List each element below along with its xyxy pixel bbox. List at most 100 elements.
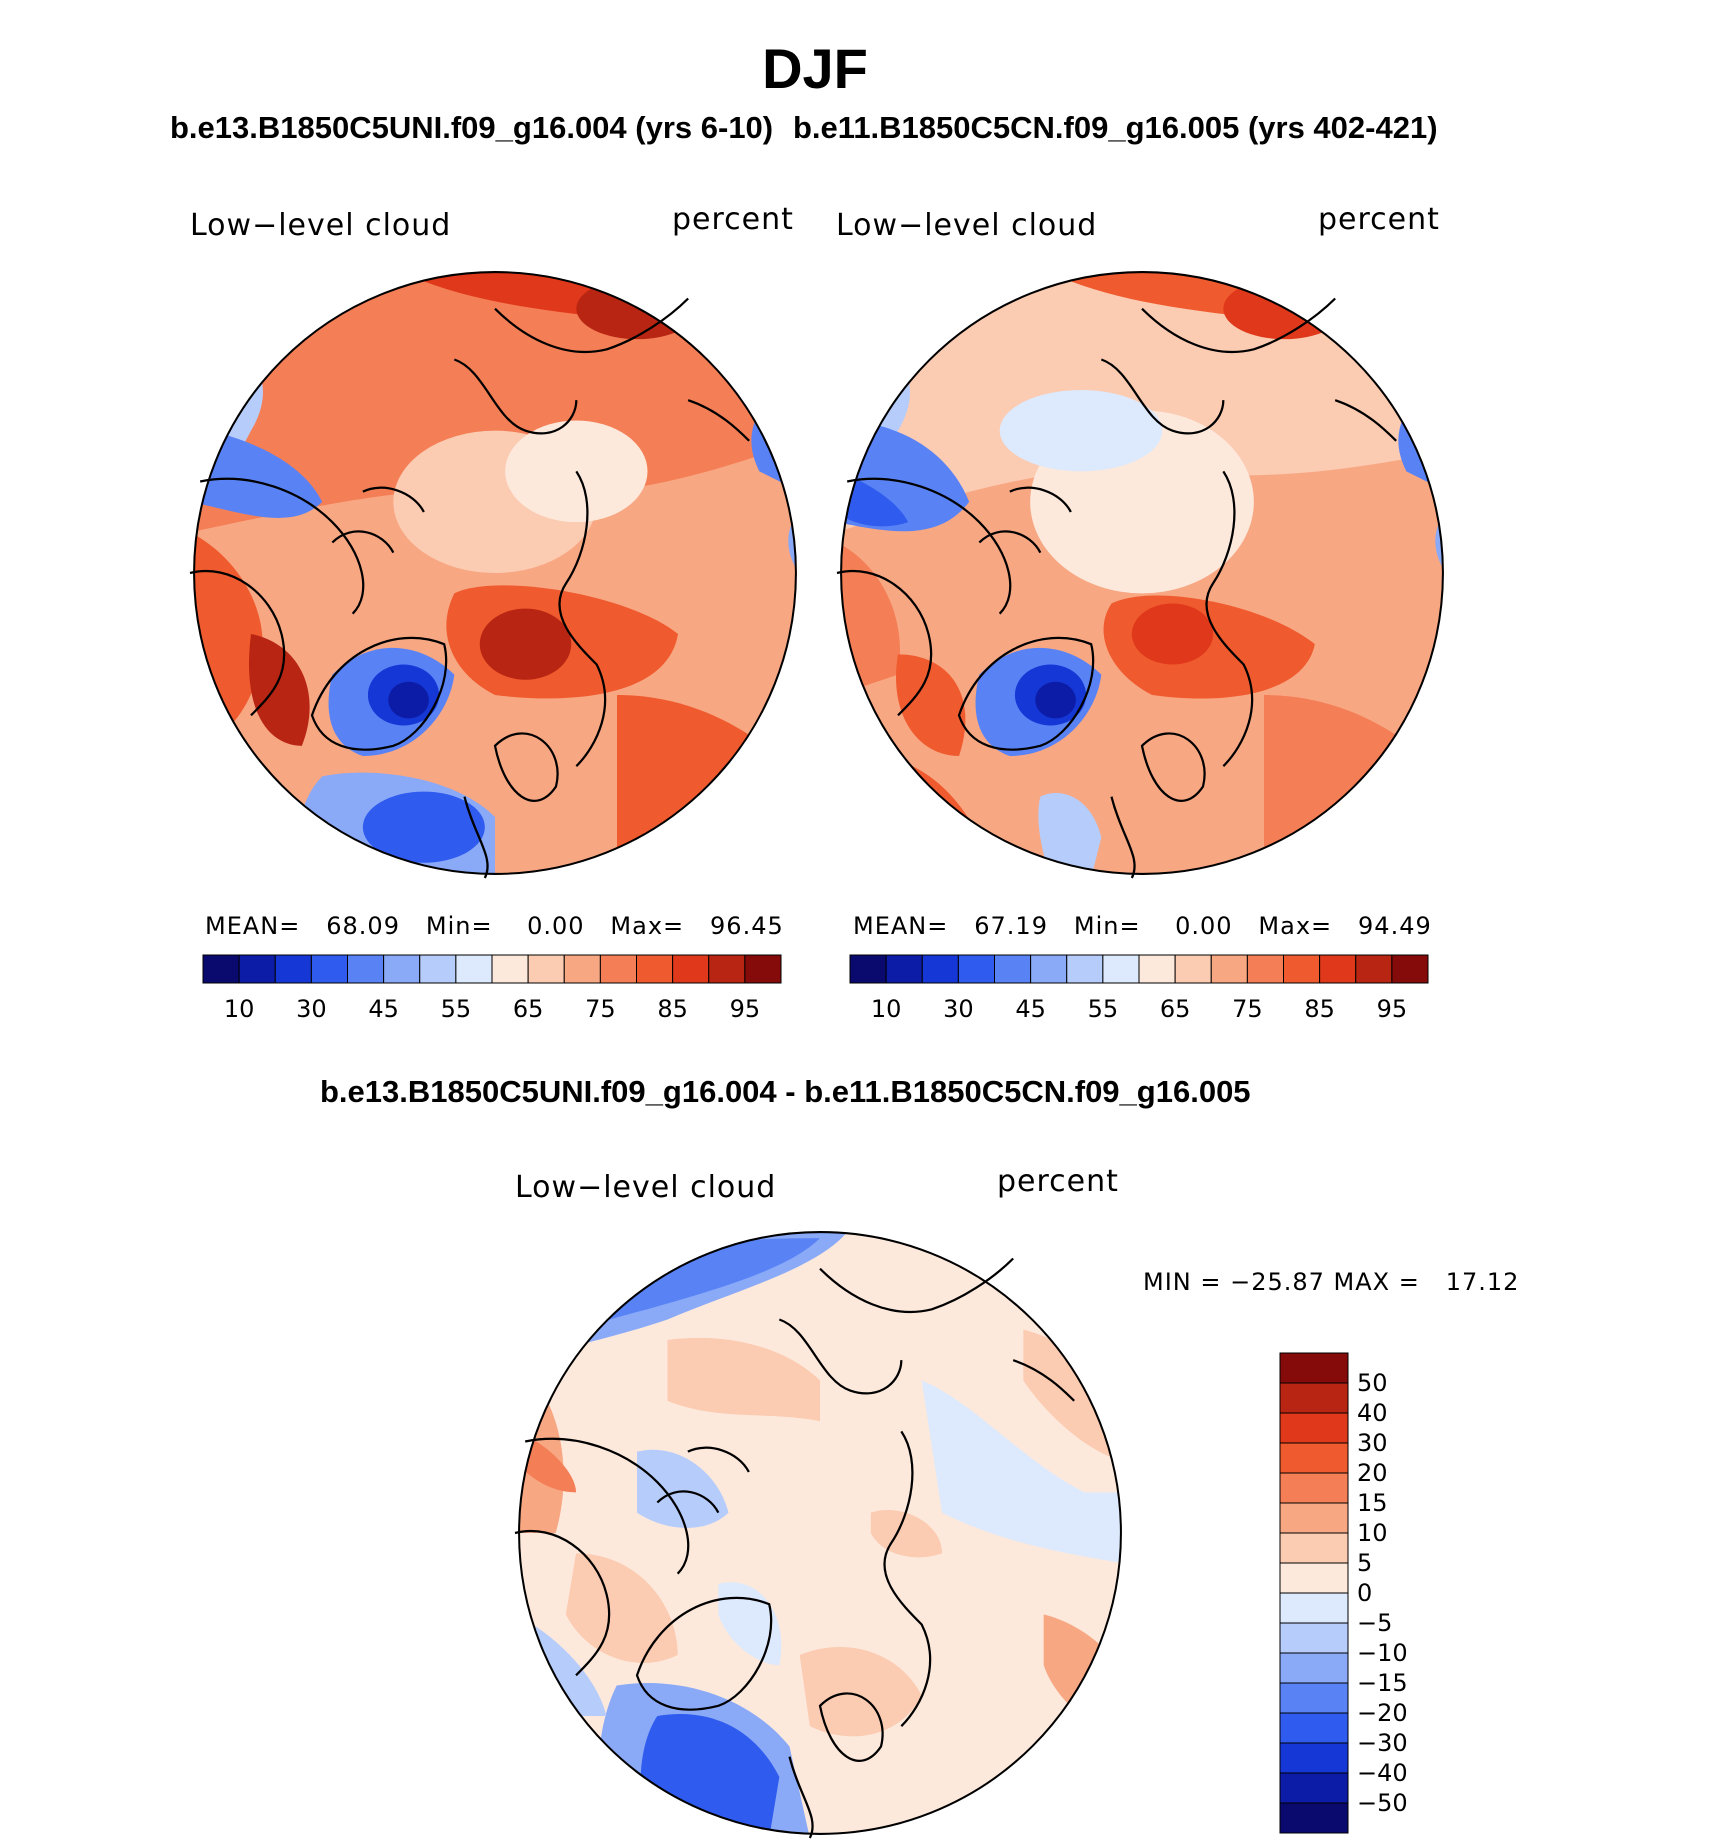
panel-2-polar-map bbox=[836, 271, 1444, 879]
panel-2-colorbar-box bbox=[885, 954, 923, 984]
panel-1-colorbar-box bbox=[599, 954, 637, 984]
diff-colorbar-box bbox=[1279, 1772, 1349, 1804]
diff-colorbar-tick-label: −20 bbox=[1357, 1699, 1408, 1727]
diff-colorbar-tick-label: 30 bbox=[1357, 1429, 1388, 1457]
panel-1-colorbar-box bbox=[636, 954, 674, 984]
panel-2-colorbar-box bbox=[994, 954, 1032, 984]
figure-title: DJF bbox=[762, 37, 868, 100]
panel-1-colorbar-svg bbox=[202, 954, 782, 984]
panel-1-min-label: Min= bbox=[425, 912, 493, 940]
panel-2-colorbar-tick-label: 65 bbox=[1159, 995, 1191, 1023]
panel-1-stats: MEAN= 68.09 Min= 0.00 Max= 96.45 bbox=[205, 912, 784, 940]
diff-colorbar-box bbox=[1279, 1352, 1349, 1384]
panel-1-max-label: Max= bbox=[610, 912, 685, 940]
panel-1-colorbar-box bbox=[238, 954, 276, 984]
diff-colorbar-tick-label: −50 bbox=[1357, 1789, 1408, 1817]
panel-2-colorbar-tick-label: 10 bbox=[870, 995, 902, 1023]
panel-2-colorbar-box bbox=[1174, 954, 1212, 984]
panel-1-colorbar-box bbox=[563, 954, 601, 984]
panel-2-colorbar-box bbox=[1355, 954, 1393, 984]
panel-1-polar-map bbox=[189, 271, 797, 879]
panel-1-max-value: 96.45 bbox=[710, 912, 784, 940]
diff-colorbar-tick-label: 15 bbox=[1357, 1489, 1388, 1517]
diff-colorbar-box bbox=[1279, 1592, 1349, 1624]
diff-colorbar-box bbox=[1279, 1682, 1349, 1714]
panel-2-colorbar-tick-label: 85 bbox=[1304, 995, 1335, 1023]
panel-2-colorbar-box bbox=[1391, 954, 1429, 984]
panel-1-colorbar-tick-label: 30 bbox=[296, 995, 327, 1023]
panel-1-colorbar-box bbox=[527, 954, 565, 984]
panel-1-colorbar-box bbox=[347, 954, 385, 984]
panel-2-variable-label: Low−level cloud bbox=[836, 208, 1098, 243]
diff-colorbar-box bbox=[1279, 1712, 1349, 1744]
panel-1-colorbar-ticks: 10 30 45 55 65 75 85 95 bbox=[203, 995, 781, 1025]
panel-1-colorbar-box bbox=[419, 954, 457, 984]
panel-2-colorbar-box bbox=[1102, 954, 1140, 984]
panel-1-colorbar bbox=[202, 954, 782, 984]
diff-polar-map bbox=[514, 1231, 1122, 1839]
panel-1-mean-value: 68.09 bbox=[326, 912, 400, 940]
panel-2-colorbar-box bbox=[957, 954, 995, 984]
panel-2-colorbar-tick-label: 95 bbox=[1376, 995, 1408, 1023]
panel-2-colorbar-tick-label: 55 bbox=[1087, 995, 1119, 1023]
diff-colorbar-tick-label: −15 bbox=[1357, 1669, 1408, 1697]
diff-colorbar-box bbox=[1279, 1382, 1349, 1414]
panel-1-colorbar-box bbox=[491, 954, 529, 984]
diff-colorbar-box bbox=[1279, 1622, 1349, 1654]
panel-1-colorbar-tick-label: 65 bbox=[512, 995, 544, 1023]
diff-colorbar-tick-label: −30 bbox=[1357, 1729, 1408, 1757]
panel-2-colorbar-box bbox=[921, 954, 959, 984]
panel-2-units-label: percent bbox=[1318, 202, 1440, 237]
panel-1-colorbar-box bbox=[672, 954, 710, 984]
panel-2-colorbar-box bbox=[849, 954, 887, 984]
panel-2-max-value: 94.49 bbox=[1358, 912, 1432, 940]
diff-colorbar-tick-label: 50 bbox=[1357, 1369, 1388, 1397]
panel-2-case-title: b.e11.B1850C5CN.f09_g16.005 (yrs 402-421… bbox=[793, 110, 1438, 145]
panel-1-colorbar-box bbox=[202, 954, 240, 984]
diff-colorbar-tick-label: 0 bbox=[1357, 1579, 1373, 1607]
panel-1-mean-label: MEAN= bbox=[205, 912, 301, 940]
panel-1-units-label: percent bbox=[672, 202, 794, 237]
panel-1-variable-label: Low−level cloud bbox=[190, 208, 452, 243]
diff-colorbar-box bbox=[1279, 1562, 1349, 1594]
panel-2-mean-value: 67.19 bbox=[974, 912, 1048, 940]
diff-colorbar-box bbox=[1279, 1472, 1349, 1504]
diff-colorbar-svg bbox=[1279, 1352, 1349, 1834]
diff-colorbar-tick-label: 40 bbox=[1357, 1399, 1388, 1427]
diff-colorbar bbox=[1279, 1352, 1349, 1834]
diff-units-label: percent bbox=[997, 1164, 1119, 1199]
diff-colorbar-tick-label: 20 bbox=[1357, 1459, 1388, 1487]
panel-2-mean-label: MEAN= bbox=[853, 912, 949, 940]
diff-colorbar-box bbox=[1279, 1502, 1349, 1534]
panel-1-colorbar-box bbox=[455, 954, 493, 984]
panel-2-colorbar-tick-label: 30 bbox=[943, 995, 974, 1023]
panel-2-colorbar bbox=[849, 954, 1429, 984]
panel-1-colorbar-box bbox=[708, 954, 746, 984]
panel-2-colorbar-box bbox=[1066, 954, 1104, 984]
panel-2-colorbar-box bbox=[1319, 954, 1357, 984]
diff-title: b.e13.B1850C5UNI.f09_g16.004 - b.e11.B18… bbox=[320, 1074, 1251, 1109]
diff-colorbar-box bbox=[1279, 1652, 1349, 1684]
diff-colorbar-ticks: 50 40 30 20 15 10 5 0 −5 −10 −15 −20 −30 −40 −50 bbox=[1357, 1353, 1477, 1833]
panel-2-stats: MEAN= 67.19 Min= 0.00 Max= 94.49 bbox=[853, 912, 1432, 940]
panel-1-case-title: b.e13.B1850C5UNI.f09_g16.004 (yrs 6-10) bbox=[170, 110, 774, 145]
panel-1-colorbar-box bbox=[274, 954, 312, 984]
panel-1-min-value: 0.00 bbox=[527, 912, 585, 940]
panel-1-colorbar-tick-label: 85 bbox=[657, 995, 688, 1023]
panel-2-colorbar-tick-label: 75 bbox=[1232, 995, 1263, 1023]
panel-1-colorbar-tick-label: 55 bbox=[440, 995, 472, 1023]
diff-colorbar-tick-label: 10 bbox=[1357, 1519, 1388, 1547]
panel-2-colorbar-ticks: 10 30 45 55 65 75 85 95 bbox=[850, 995, 1428, 1025]
panel-2-colorbar-box bbox=[1138, 954, 1176, 984]
panel-1-colorbar-box bbox=[310, 954, 348, 984]
panel-2-colorbar-box bbox=[1283, 954, 1321, 984]
panel-1-colorbar-tick-label: 10 bbox=[223, 995, 255, 1023]
panel-2-min-value: 0.00 bbox=[1175, 912, 1233, 940]
panel-1-colorbar-tick-label: 75 bbox=[585, 995, 616, 1023]
diff-colorbar-box bbox=[1279, 1802, 1349, 1834]
diff-colorbar-box bbox=[1279, 1532, 1349, 1564]
panel-2-colorbar-box bbox=[1210, 954, 1248, 984]
panel-2-colorbar-box bbox=[1246, 954, 1284, 984]
panel-2-colorbar-box bbox=[1030, 954, 1068, 984]
diff-colorbar-tick-label: 5 bbox=[1357, 1549, 1373, 1577]
